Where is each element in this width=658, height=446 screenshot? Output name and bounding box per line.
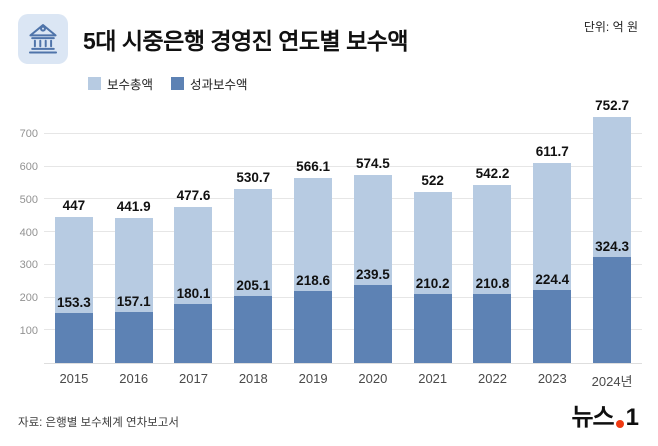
total-value-label: 542.2 bbox=[475, 166, 510, 182]
bar-group-2015: 447 153.3 bbox=[44, 101, 104, 363]
total-value-label: 441.9 bbox=[116, 199, 151, 215]
legend-swatch-icon bbox=[171, 77, 185, 90]
bar-performance bbox=[533, 289, 572, 363]
legend-label: 보수총액 bbox=[107, 78, 154, 92]
legend-item: 보수총액 bbox=[88, 74, 153, 93]
x-tick-label: 2022 bbox=[478, 371, 507, 386]
x-tick-label: 2024년 bbox=[591, 374, 633, 389]
bar-group-2020: 574.5 239.5 bbox=[343, 101, 403, 363]
news1-logo-number: 1 bbox=[625, 404, 639, 431]
x-tick-label: 2015 bbox=[59, 371, 89, 386]
bar-performance bbox=[174, 304, 213, 363]
performance-value-label: 224.4 bbox=[535, 271, 570, 287]
x-tick-label: 2021 bbox=[418, 371, 448, 386]
legend-item: 성과보수액 bbox=[171, 74, 248, 93]
performance-value-label: 180.1 bbox=[176, 286, 211, 302]
x-tick-label: 2017 bbox=[179, 371, 208, 386]
gridline bbox=[44, 132, 642, 134]
gridline bbox=[44, 329, 642, 331]
y-tick-label: 200 bbox=[19, 292, 38, 304]
x-tick-label: 2018 bbox=[238, 371, 268, 386]
bar-performance bbox=[473, 293, 512, 363]
bar-performance bbox=[234, 295, 273, 363]
bar-performance bbox=[294, 291, 333, 363]
performance-value-label: 239.5 bbox=[355, 266, 390, 282]
x-axis: 2015 2016 2017 2018 2019 2020 2021 2022 2023 2024… bbox=[44, 364, 642, 390]
bar-group-2023: 611.7 224.4 bbox=[522, 101, 582, 363]
performance-value-label: 218.6 bbox=[296, 273, 330, 289]
total-value-label: 752.7 bbox=[595, 97, 629, 113]
unit-label: 단위: 억 원 bbox=[583, 20, 638, 34]
legend-label: 성과보수액 bbox=[190, 78, 248, 92]
performance-value-label: 210.2 bbox=[415, 276, 450, 292]
y-tick-label: 400 bbox=[19, 226, 38, 239]
total-value-label: 611.7 bbox=[535, 143, 569, 159]
x-tick-label: 2016 bbox=[119, 371, 149, 386]
performance-value-label: 324.3 bbox=[595, 238, 629, 254]
y-tick-label: 700 bbox=[19, 128, 38, 141]
bar-group-2022: 542.2 210.8 bbox=[463, 101, 523, 363]
bar-group-2018: 530.7 205.1 bbox=[223, 101, 283, 363]
x-tick-label: 2023 bbox=[537, 371, 567, 386]
y-tick-label: 100 bbox=[19, 324, 38, 337]
header: 5대 시중은행 경영진 연도별 보수액 단위: 억 원 bbox=[0, 0, 658, 64]
bar-performance bbox=[593, 256, 632, 363]
gridline bbox=[44, 263, 642, 265]
bars: 447 153.3 441.9 157.1 477.6 180.1 530.7 205.1 56… bbox=[44, 97, 642, 363]
total-value-label: 566.1 bbox=[296, 158, 330, 174]
gridline bbox=[44, 296, 642, 298]
y-tick-label: 300 bbox=[19, 259, 38, 272]
source-note: 자료: 은행별 보수체계 연차보고서 bbox=[18, 417, 179, 429]
y-tick-label: 500 bbox=[19, 193, 38, 206]
bar-group-2016: 441.9 157.1 bbox=[104, 101, 164, 363]
x-tick-label: 2019 bbox=[298, 371, 328, 386]
news1-logo: 뉴스 1 bbox=[571, 404, 639, 431]
chart: 100 200 300 400 500 600 700 447 153.3 441.9 157.1 4… bbox=[0, 97, 658, 390]
total-value-label: 522 bbox=[421, 173, 444, 189]
performance-value-label: 157.1 bbox=[116, 293, 151, 309]
bar-group-2024년: 752.7 324.3 bbox=[582, 97, 642, 363]
legend-swatch-icon bbox=[88, 77, 101, 90]
bar-group-2017: 477.6 180.1 bbox=[164, 101, 224, 363]
gridline bbox=[44, 165, 642, 167]
gridline bbox=[44, 231, 642, 232]
bar-performance bbox=[413, 294, 452, 363]
bank-icon bbox=[18, 14, 68, 64]
plot-area: 100 200 300 400 500 600 700 447 153.3 441.9 157.1 4… bbox=[20, 97, 642, 364]
bar-group-2021: 522 210.2 bbox=[403, 101, 463, 363]
y-tick-label: 600 bbox=[19, 161, 38, 173]
performance-value-label: 210.8 bbox=[475, 275, 510, 291]
news1-logo-text: 뉴스 bbox=[571, 404, 614, 431]
bar-performance bbox=[353, 284, 392, 363]
total-value-label: 447 bbox=[62, 197, 86, 213]
performance-value-label: 153.3 bbox=[56, 294, 91, 310]
legend: 보수총액 성과보수액 bbox=[88, 74, 658, 93]
performance-value-label: 205.1 bbox=[236, 277, 271, 293]
bar-performance bbox=[54, 312, 93, 363]
footer: 자료: 은행별 보수체계 연차보고서 뉴스 1 bbox=[0, 396, 658, 446]
bar-performance bbox=[114, 311, 153, 363]
total-value-label: 574.5 bbox=[355, 155, 390, 171]
total-value-label: 477.6 bbox=[176, 187, 211, 203]
page-title: 5대 시중은행 경영진 연도별 보수액 bbox=[83, 28, 409, 54]
news1-logo-dot-icon bbox=[615, 420, 624, 428]
gridline bbox=[44, 198, 642, 200]
total-value-label: 530.7 bbox=[236, 170, 271, 186]
bar-group-2019: 566.1 218.6 bbox=[283, 101, 343, 363]
x-tick-label: 2020 bbox=[358, 371, 388, 386]
